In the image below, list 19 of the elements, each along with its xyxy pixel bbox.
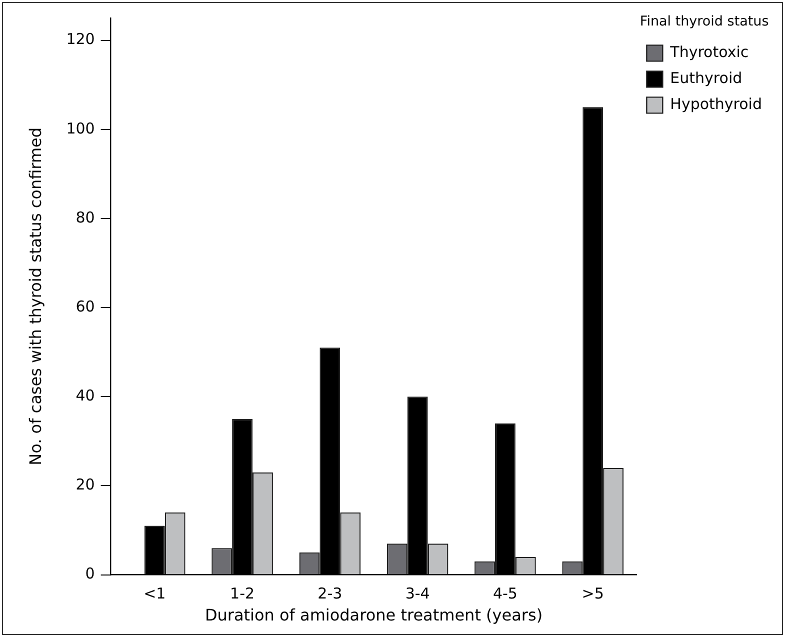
y-tick-label: 60 xyxy=(76,297,95,316)
y-tick-label: 0 xyxy=(85,564,95,583)
legend-label: Thyrotoxic xyxy=(669,43,749,62)
y-tick-label: 100 xyxy=(66,119,95,138)
x-tick-label: <1 xyxy=(144,584,166,603)
x-axis-title: Duration of amiodarone treatment (years) xyxy=(204,606,543,625)
y-tick-label: 40 xyxy=(76,386,95,405)
x-tick-label: 4-5 xyxy=(492,584,518,603)
y-tick-label: 80 xyxy=(76,208,95,226)
x-tick-label: 3-4 xyxy=(405,584,430,603)
x-tick-label: 1-2 xyxy=(230,584,255,603)
y-tick-label: 20 xyxy=(76,476,95,494)
legend-title: Final thyroid status xyxy=(640,13,769,30)
y-axis-title: No. of cases with thyroid status confirmed xyxy=(26,127,45,466)
y-tick-label: 120 xyxy=(66,30,95,48)
x-tick-label: >5 xyxy=(582,584,604,603)
legend-label: Hypothyroid xyxy=(670,95,762,114)
x-tick-label: 2-3 xyxy=(318,584,342,603)
legend-label: Euthyroid xyxy=(670,69,742,88)
